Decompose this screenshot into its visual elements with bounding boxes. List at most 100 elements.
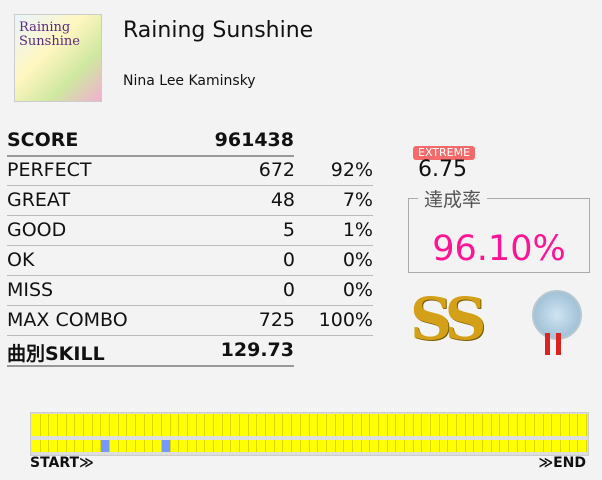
timeline-segment xyxy=(500,440,509,452)
judgement-percent: 7% xyxy=(342,189,373,211)
timeline-segment xyxy=(196,414,206,436)
timeline-segment xyxy=(49,414,59,436)
timeline-segment xyxy=(526,440,535,452)
timeline-segment xyxy=(58,440,67,452)
judgement-count: 48 xyxy=(270,189,295,211)
timeline-segment xyxy=(84,414,93,436)
timeline-segment xyxy=(508,414,518,436)
timeline-segment xyxy=(101,440,111,452)
score-row: SCORE 961438 xyxy=(7,126,294,157)
timeline-segment xyxy=(222,414,232,436)
judgement-row: GOOD 5 1% xyxy=(7,216,373,246)
timeline-segment xyxy=(205,414,215,436)
timeline-segment xyxy=(344,414,353,436)
timeline-segment xyxy=(127,440,137,452)
timeline-segment xyxy=(240,414,249,436)
timeline-segment xyxy=(439,414,449,436)
timeline-segment xyxy=(248,440,258,452)
timeline-segment xyxy=(422,440,431,452)
timeline-segment xyxy=(448,440,457,452)
timeline-segment xyxy=(352,414,362,436)
timeline-segment xyxy=(534,414,544,436)
timeline-segment xyxy=(465,440,475,452)
timeline-segment xyxy=(465,414,475,436)
timeline-segment xyxy=(222,440,232,452)
timeline-segment xyxy=(508,440,518,452)
timeline-segment xyxy=(500,414,509,436)
achievement-value: 96.10% xyxy=(432,229,566,269)
judgement-label: GREAT xyxy=(7,189,71,211)
timeline-segment xyxy=(274,440,284,452)
timeline-bottom-row xyxy=(32,440,587,452)
judgement-percent: 92% xyxy=(330,159,373,181)
timeline-segment xyxy=(526,414,535,436)
timeline-segment xyxy=(300,440,310,452)
timeline-segment xyxy=(378,440,388,452)
timeline-segment xyxy=(110,414,119,436)
timeline-segment xyxy=(136,414,145,436)
timeline-segment xyxy=(413,414,423,436)
timeline-segment xyxy=(517,414,527,436)
timeline-segment xyxy=(517,440,527,452)
timeline-segment xyxy=(578,414,587,436)
timeline-segment xyxy=(482,414,492,436)
clear-medal-icon xyxy=(532,290,582,340)
timeline-segment xyxy=(118,414,128,436)
timeline-segment xyxy=(326,440,336,452)
timeline-segment xyxy=(422,414,431,436)
timeline-segment xyxy=(283,440,293,452)
timeline-segment xyxy=(188,440,197,452)
timeline-segment xyxy=(40,440,50,452)
timeline-segment xyxy=(144,440,154,452)
timeline-segment xyxy=(474,440,483,452)
judgement-count: 672 xyxy=(258,159,295,181)
timeline-segment xyxy=(534,440,544,452)
timeline-segment xyxy=(118,440,128,452)
timeline-segment xyxy=(404,440,414,452)
judgement-row: MISS 0 0% xyxy=(7,276,373,306)
timeline-segment xyxy=(560,414,570,436)
timeline-segment xyxy=(58,414,67,436)
skill-row: 曲別SKILL 129.73 xyxy=(7,336,294,367)
timeline-end-label: ≫END xyxy=(538,455,586,471)
judgement-count: 0 xyxy=(282,279,295,301)
song-artist: Nina Lee Kaminsky xyxy=(123,73,256,89)
timeline-segment xyxy=(205,440,215,452)
judgement-row: PERFECT 672 92% xyxy=(7,156,373,186)
timeline-segment xyxy=(569,414,579,436)
timeline-segment xyxy=(456,414,466,436)
judgement-label: MAX COMBO xyxy=(7,309,128,331)
timeline-segment xyxy=(162,414,171,436)
timeline-segment xyxy=(448,414,457,436)
timeline-segment xyxy=(430,414,440,436)
medal-ribbon-icon xyxy=(545,333,561,355)
timeline-segment xyxy=(335,440,345,452)
timeline-segment xyxy=(214,414,223,436)
achievement-label: 達成率 xyxy=(418,185,488,212)
timeline-segment xyxy=(266,440,275,452)
skill-label: 曲別SKILL xyxy=(7,343,105,365)
song-title: Raining Sunshine xyxy=(123,18,314,43)
score-value: 961438 xyxy=(214,129,294,151)
judgement-row: GREAT 48 7% xyxy=(7,186,373,216)
jacket-logo: Raining Sunshine xyxy=(19,20,80,49)
timeline-segment xyxy=(84,440,93,452)
timeline-top-row xyxy=(32,414,587,436)
judgement-count: 725 xyxy=(258,309,295,331)
timeline-segment xyxy=(578,440,587,452)
skill-value: 129.73 xyxy=(220,339,294,361)
timeline-segment xyxy=(309,414,319,436)
timeline-segment xyxy=(404,414,414,436)
timeline-segment xyxy=(370,440,379,452)
judgement-row: OK 0 0% xyxy=(7,246,373,276)
timeline-segment xyxy=(32,440,41,452)
judgement-count: 5 xyxy=(282,219,295,241)
timeline-segment xyxy=(396,414,405,436)
timeline-segment xyxy=(231,414,241,436)
timeline-segment xyxy=(552,440,561,452)
timeline-segment xyxy=(326,414,336,436)
timeline-segment xyxy=(188,414,197,436)
timeline-segment xyxy=(361,414,371,436)
timeline-segment xyxy=(75,414,85,436)
timeline-segment xyxy=(179,440,189,452)
